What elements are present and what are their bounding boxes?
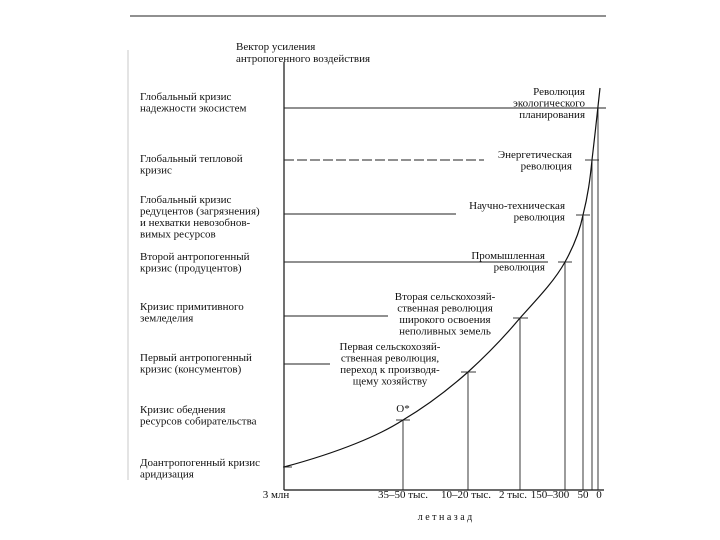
crisis-label: Глобальный тепловой	[140, 153, 243, 165]
crisis-label: и нехватки невозобнов-	[140, 217, 251, 229]
crisis-label: аридизация	[140, 469, 194, 481]
x-label: 10–20 тыс.	[441, 489, 491, 501]
crisis-label: Первый антропогенный	[140, 352, 252, 364]
x-label: 2 тыс.	[499, 489, 527, 501]
crisis-label: кризис	[140, 165, 172, 177]
crisis-label: редуцентов (загрязнения)	[140, 206, 260, 218]
crisis-label: вимых ресурсов	[140, 229, 216, 241]
x-label: 3 млн	[263, 489, 290, 501]
revolution-label: щему хозяйству	[353, 376, 428, 388]
revolution-label: революция	[494, 262, 545, 274]
revolution-label: революция	[514, 212, 565, 224]
revolution-label: ственная революция	[397, 303, 493, 315]
curve-ticks	[283, 107, 606, 468]
crisis-label: надежности экосистем	[140, 103, 246, 115]
x-unit: л е т н а з а д	[418, 512, 473, 523]
revolution-label: Промышленная	[471, 250, 545, 262]
revolution-label: планирования	[519, 109, 585, 121]
revolution-label: Научно-техническая	[469, 200, 565, 212]
crisis-label: Кризис обеднения	[140, 404, 225, 416]
revolution-label: революция	[521, 161, 572, 173]
growth-curve	[283, 87, 601, 468]
crisis-label: земледелия	[140, 313, 193, 325]
crisis-label: ресурсов собирательства	[140, 416, 257, 428]
crisis-label: Второй антропогенный	[140, 251, 250, 263]
x-label: 150–300	[531, 489, 570, 501]
x-label: 0	[596, 489, 602, 501]
title: Вектор усиления	[236, 41, 315, 53]
crisis-label: Глобальный кризис	[140, 91, 231, 103]
revolution-label: переход к производя-	[340, 364, 440, 376]
revolution-label: Вторая сельскохозяй-	[395, 291, 496, 303]
revolution-label: неполивных земель	[399, 326, 491, 338]
revolution-label: экологического	[513, 98, 585, 110]
crisis-label: Кризис примитивного	[140, 301, 244, 313]
revolution-label: ственная революция,	[341, 353, 440, 365]
title: антропогенного воздействия	[236, 53, 370, 65]
revolution-label: Энергетическая	[498, 149, 572, 161]
crisis-label: кризис (консументов)	[140, 364, 242, 376]
revolution-label: широкого освоения	[399, 314, 490, 326]
crisis-label: Глобальный кризис	[140, 194, 231, 206]
revolution-label: Первая сельскохозяй-	[340, 341, 441, 353]
x-label: 35–50 тыс.	[378, 489, 428, 501]
revolution-label: Революция	[533, 86, 585, 98]
x-label: 50	[578, 489, 590, 501]
point-label: O*	[396, 403, 409, 415]
crisis-label: Доантропогенный кризис	[140, 457, 260, 469]
crisis-label: кризис (продуцентов)	[140, 263, 242, 275]
